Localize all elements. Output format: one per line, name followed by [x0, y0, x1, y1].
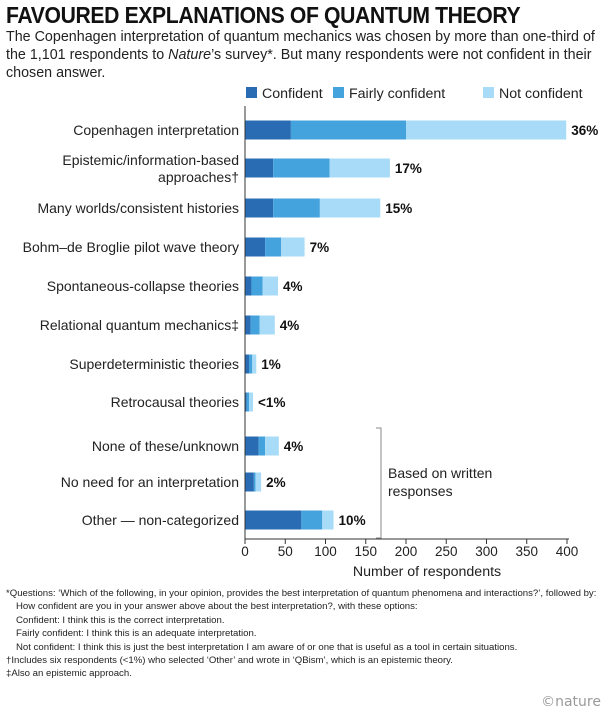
- bar-segment: [259, 315, 275, 335]
- bar-segment: [245, 158, 274, 178]
- x-tick-label: 250: [435, 544, 458, 559]
- bar-segment: [273, 198, 320, 218]
- value-labels: 36% 17% 15% 7% 4% 4% 1% <1% 4% 2% 10%: [258, 123, 598, 528]
- bar-segment: [245, 120, 291, 140]
- category-label: Superdeterministic theories: [69, 356, 239, 372]
- bar-segment: [253, 472, 256, 492]
- category-label: No need for an interpretation: [61, 474, 239, 490]
- x-tick-label: 100: [314, 544, 337, 559]
- x-tick-label: 150: [354, 544, 377, 559]
- category-label: Relational quantum mechanics‡: [40, 317, 239, 333]
- data-label: 4%: [284, 439, 304, 454]
- data-label: 7%: [310, 240, 330, 255]
- bars: [245, 120, 567, 530]
- legend-label: Fairly confident: [349, 86, 445, 102]
- bar-segment: [290, 120, 406, 140]
- bar-segment: [329, 158, 390, 178]
- bar-segment: [245, 237, 266, 257]
- footnote-option-confident: Confident: I think this is the correct i…: [16, 614, 225, 626]
- x-axis-title: Number of respondents: [353, 564, 501, 580]
- x-tick-label: 50: [278, 544, 293, 559]
- x-axis: 0 50 100 150 200 250 300 350 400 Number of respon…: [241, 106, 578, 580]
- footnotes: *Questions: ‘Which of the following, in …: [6, 587, 604, 681]
- bracket-label: Based on written: [388, 465, 492, 481]
- bar-segment: [301, 510, 323, 530]
- bracket: Based on written responses: [376, 427, 492, 539]
- category-label: None of these/unknown: [92, 438, 239, 454]
- category-label: Bohm–de Broglie pilot wave theory: [23, 239, 239, 255]
- bar-segment: [245, 354, 250, 374]
- bar-segment: [246, 392, 250, 412]
- subtitle-text-1: The Copenhagen interpretation of quantum…: [6, 29, 595, 63]
- data-label: 10%: [339, 513, 366, 528]
- footnote-confidence-question: How confident are you in your answer abo…: [16, 601, 418, 613]
- chart-subtitle: The Copenhagen interpretation of quantum…: [6, 28, 606, 82]
- x-tick-label: 400: [556, 544, 579, 559]
- x-tick-label: 350: [515, 544, 538, 559]
- legend-swatch: [246, 87, 257, 98]
- category-label: Other — non-categorized: [82, 512, 239, 528]
- bracket-label: responses: [388, 483, 453, 499]
- chart-title: FAVOURED EXPLANATIONS OF QUANTUM THEORY: [6, 2, 521, 28]
- footnote-option-fairly-confident: Fairly confident: I think this is an ade…: [16, 628, 257, 640]
- legend-swatch: [333, 87, 344, 98]
- data-label: 17%: [395, 161, 422, 176]
- bar-segment: [249, 392, 254, 412]
- category-label: Spontaneous-collapse theories: [47, 278, 239, 294]
- bar-segment: [245, 315, 251, 335]
- bar-segment: [245, 392, 247, 412]
- data-label: <1%: [258, 395, 285, 410]
- bar-segment: [258, 436, 266, 456]
- category-label: Retrocausal theories: [111, 394, 239, 410]
- category-label: Epistemic/information-based: [62, 152, 239, 168]
- category-label: Many worlds/consistent histories: [37, 200, 239, 216]
- category-labels: Copenhagen interpretation Epistemic/infor…: [23, 122, 239, 528]
- bar-segment: [273, 158, 330, 178]
- bar-segment: [406, 120, 567, 140]
- bar-segment: [245, 198, 274, 218]
- data-label: 1%: [261, 357, 281, 372]
- category-label: approaches†: [158, 169, 239, 185]
- bar-segment: [245, 472, 254, 492]
- data-label: 4%: [280, 318, 300, 333]
- footnote-questions: *Questions: ‘Which of the following, in …: [6, 588, 597, 599]
- bar-segment: [255, 472, 262, 492]
- x-tick-label: 300: [475, 544, 498, 559]
- bar-segment: [281, 237, 305, 257]
- legend-label: Confident: [262, 86, 323, 102]
- x-tick-label: 0: [241, 544, 249, 559]
- bar-segment: [252, 354, 257, 374]
- bar-segment: [245, 510, 302, 530]
- subtitle-italic: Nature: [168, 47, 212, 63]
- data-label: 15%: [385, 201, 412, 216]
- footnote-option-not-confident: Not confident: I think this is just the …: [16, 641, 518, 653]
- stacked-bar-chart: Confident Fairly confident Not confident C…: [23, 86, 599, 580]
- data-label: 4%: [283, 279, 303, 294]
- data-label: 2%: [266, 475, 286, 490]
- bar-segment: [322, 510, 334, 530]
- bar-segment: [262, 276, 279, 296]
- bar-segment: [250, 315, 260, 335]
- bar-segment: [319, 198, 381, 218]
- legend-swatch: [483, 87, 494, 98]
- footnote-double-dagger: ‡Also an epistemic approach.: [6, 668, 132, 680]
- bar-segment: [245, 436, 259, 456]
- bar-segment: [249, 354, 253, 374]
- bar-segment: [251, 276, 263, 296]
- bracket-line: [376, 427, 382, 539]
- bar-segment: [265, 436, 279, 456]
- nature-logo: ©nature: [541, 694, 601, 710]
- x-tick-label: 200: [395, 544, 418, 559]
- bar-segment: [245, 276, 252, 296]
- legend-label: Not confident: [499, 86, 583, 102]
- data-label: 36%: [571, 123, 598, 138]
- footnote-dagger: †Includes six respondents (<1%) who sele…: [6, 655, 453, 667]
- bar-segment: [265, 237, 282, 257]
- legend: Confident Fairly confident Not confident: [246, 86, 583, 102]
- subtitle-text-2: ’s survey*. But many respondents were no…: [6, 47, 592, 81]
- category-label: Copenhagen interpretation: [73, 122, 239, 138]
